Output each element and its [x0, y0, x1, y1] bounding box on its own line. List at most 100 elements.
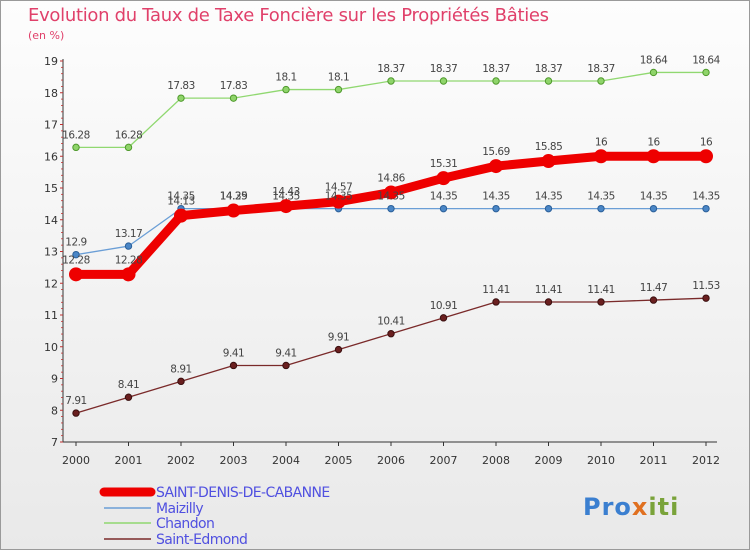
- y-tick-label: 13: [44, 246, 58, 259]
- data-label-maizilly: 13.17: [115, 228, 143, 240]
- data-point-chandon: [649, 68, 658, 77]
- data-point-saint-denis-de-cabanne: [121, 267, 136, 282]
- y-tick-label: 19: [44, 55, 58, 68]
- legend: SAINT-DENIS-DE-CABANNEMaizillyChandonSai…: [99, 485, 330, 548]
- data-label-maizilly: 14.35: [220, 191, 248, 203]
- data-label-maizilly: 14.35: [272, 191, 300, 203]
- data-label-maizilly: 14.35: [377, 191, 405, 203]
- axes: 7 8 9 10 11 12 13 14 15 16 17 18 19 2000 2001 2002 2003 2…: [44, 55, 720, 467]
- data-label-chandon: 18.64: [640, 54, 668, 66]
- y-tick-label: 18: [44, 87, 58, 100]
- data-label-chandon: 18.37: [377, 63, 405, 75]
- x-tick-label: 2008: [482, 454, 510, 467]
- data-label-saint-denis-de-cabanne: 14.57: [325, 182, 353, 194]
- data-label-maizilly: 14.35: [482, 191, 510, 203]
- data-point-saint-denis-de-cabanne: [699, 149, 713, 164]
- data-label-maizilly: 14.35: [430, 191, 458, 203]
- data-point-chandon: [439, 77, 448, 85]
- data-point-maizilly: [124, 242, 133, 250]
- data-point-maizilly: [597, 204, 605, 213]
- data-label-chandon: 18.1: [328, 72, 349, 84]
- data-label-saint-denis-de-cabanne: 15.31: [430, 158, 458, 170]
- data-label-saint-denis-de-cabanne: 14.43: [272, 186, 300, 198]
- x-tick-label: 2004: [272, 454, 300, 467]
- data-point-saint-denis-de-cabanne: [331, 194, 346, 209]
- data-point-maizilly: [492, 204, 500, 213]
- x-tick-label: 2005: [325, 454, 353, 467]
- data-point-saint-denis-de-cabanne: [489, 159, 503, 174]
- y-tick-label: 14: [44, 214, 58, 227]
- data-label-chandon: 17.83: [220, 80, 248, 92]
- data-point-chandon: [544, 77, 553, 85]
- data-point-saint-edmond: [229, 361, 238, 370]
- data-label-saint-denis-de-cabanne: 16: [647, 136, 660, 148]
- data-point-saint-denis-de-cabanne: [646, 149, 661, 164]
- data-point-saint-edmond: [649, 296, 658, 304]
- data-point-saint-denis-de-cabanne: [69, 267, 83, 282]
- data-point-maizilly: [387, 204, 395, 213]
- data-label-saint-edmond: 11.53: [692, 280, 720, 292]
- data-labels: 7.91 8.41 8.91 9.41 9.41 9.91 10.41 10.91 11.41 1…: [62, 54, 721, 407]
- data-label-saint-edmond: 9.41: [223, 347, 244, 359]
- data-label-chandon: 16.28: [62, 129, 90, 141]
- data-point-saint-denis-de-cabanne: [384, 185, 398, 200]
- chart-y-unit: (en %): [28, 29, 65, 42]
- data-point-maizilly: [649, 204, 658, 213]
- data-label-saint-denis-de-cabanne: 14.29: [220, 191, 248, 203]
- data-point-saint-edmond: [492, 298, 500, 306]
- data-point-saint-denis-de-cabanne: [279, 199, 293, 214]
- data-label-maizilly: 14.35: [325, 191, 353, 203]
- data-point-saint-edmond: [282, 361, 290, 370]
- data-label-saint-denis-de-cabanne: 16: [595, 136, 608, 148]
- data-point-chandon: [702, 68, 710, 77]
- data-point-saint-denis-de-cabanne: [436, 171, 451, 186]
- data-label-maizilly: 12.9: [65, 237, 86, 249]
- data-point-chandon: [334, 85, 343, 94]
- data-label-saint-edmond: 10.41: [377, 316, 405, 328]
- data-label-saint-denis-de-cabanne: 12.28: [62, 254, 90, 266]
- data-point-chandon: [282, 85, 290, 94]
- data-point-saint-edmond: [544, 298, 553, 306]
- data-point-chandon: [229, 94, 238, 102]
- data-label-maizilly: 14.35: [692, 191, 720, 203]
- data-label-saint-edmond: 11.41: [587, 284, 615, 296]
- series-lines: [69, 68, 713, 417]
- data-point-chandon: [492, 77, 500, 85]
- y-tick-label: 10: [44, 341, 58, 354]
- data-point-chandon: [597, 77, 605, 85]
- data-label-chandon: 18.64: [692, 54, 720, 66]
- data-label-maizilly: 14.35: [535, 191, 563, 203]
- data-label-saint-denis-de-cabanne: 12.28: [115, 254, 143, 266]
- data-label-saint-edmond: 7.91: [65, 395, 86, 407]
- x-tick-label: 2001: [115, 454, 143, 467]
- x-tick-label: 2007: [430, 454, 458, 467]
- data-point-chandon: [387, 77, 395, 85]
- data-point-saint-edmond: [702, 294, 710, 302]
- data-label-chandon: 18.37: [535, 63, 563, 75]
- data-label-saint-edmond: 11.41: [535, 284, 563, 296]
- x-tick-label: 2006: [377, 454, 405, 467]
- y-tick-label: 17: [44, 119, 58, 132]
- data-label-chandon: 16.28: [115, 129, 143, 141]
- data-point-saint-edmond: [124, 393, 133, 401]
- data-point-saint-edmond: [177, 377, 185, 386]
- data-label-chandon: 18.37: [482, 63, 510, 75]
- proxiti-logo: Proxiti: [583, 493, 680, 521]
- y-tick-label: 8: [51, 404, 58, 417]
- y-tick-label: 9: [51, 373, 58, 386]
- data-label-saint-edmond: 11.41: [482, 284, 510, 296]
- data-point-maizilly: [439, 204, 448, 213]
- data-point-saint-edmond: [72, 409, 80, 417]
- data-label-saint-denis-de-cabanne: 14.86: [377, 172, 405, 184]
- data-point-chandon: [72, 143, 80, 152]
- data-label-saint-denis-de-cabanne: 14.13: [167, 196, 195, 208]
- legend-label-saint-denis-de-cabanne: SAINT-DENIS-DE-CABANNE: [156, 485, 330, 501]
- data-point-saint-denis-de-cabanne: [541, 154, 556, 169]
- data-label-saint-denis-de-cabanne: 15.69: [482, 146, 510, 158]
- data-label-maizilly: 14.35: [167, 191, 195, 203]
- y-tick-label: 7: [51, 436, 58, 449]
- data-point-saint-edmond: [387, 330, 395, 338]
- x-tick-label: 2010: [587, 454, 615, 467]
- data-label-saint-edmond: 9.91: [328, 332, 349, 344]
